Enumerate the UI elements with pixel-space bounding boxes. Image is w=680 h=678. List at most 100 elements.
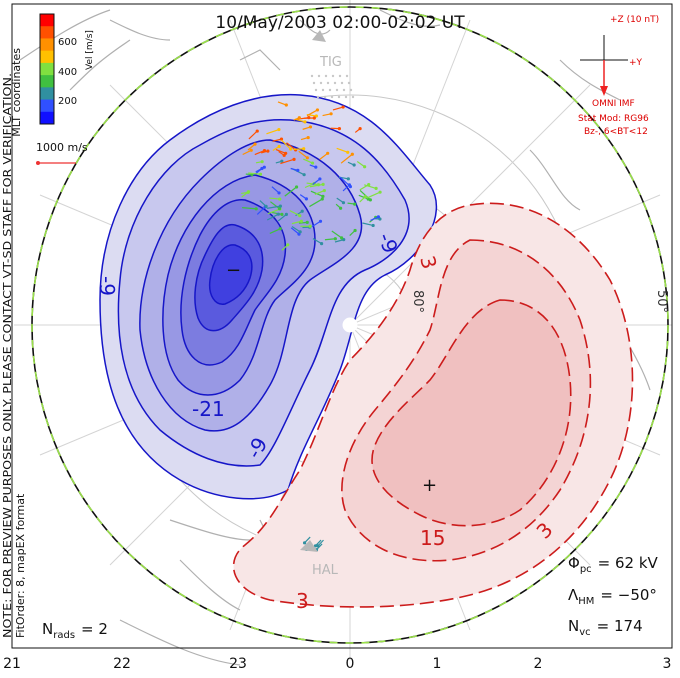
vector-origin <box>250 149 253 152</box>
contour-label-pos: 15 <box>420 526 445 550</box>
nvc-value: = 174 <box>597 617 643 635</box>
vector-origin <box>377 215 380 218</box>
range-gate-dot <box>332 75 334 77</box>
vector-origin <box>301 210 304 213</box>
vector-origin <box>264 205 267 208</box>
phi-subscript: pc <box>580 564 592 575</box>
vector-origin <box>296 169 299 172</box>
colorbar-cell <box>40 14 54 27</box>
vector-origin <box>277 128 280 131</box>
vector-origin <box>306 156 309 159</box>
range-gate-dot <box>327 82 329 84</box>
vector-origin <box>303 120 306 123</box>
vector-origin <box>359 127 362 130</box>
vector-origin <box>311 161 314 164</box>
colorbar-cell <box>40 63 54 76</box>
vector-origin <box>329 112 332 115</box>
nvc-symbol: N <box>568 617 579 635</box>
vector-origin <box>298 116 301 119</box>
vector-origin <box>286 243 289 246</box>
vector-origin <box>314 166 317 169</box>
mlt-tick: 23 <box>229 656 247 672</box>
range-gate-dot <box>311 75 313 77</box>
range-gate-dot <box>334 82 336 84</box>
mlt-tick: 3 <box>663 656 672 672</box>
vector-origin <box>289 147 292 150</box>
range-gate-dot <box>322 89 324 91</box>
vector-origin <box>317 183 320 186</box>
vector-origin <box>303 173 306 176</box>
vector-origin <box>313 116 316 119</box>
vector-origin <box>256 129 259 132</box>
colorbar-tick: 600 <box>58 37 77 48</box>
vector-origin <box>342 201 345 204</box>
colorbar-cell <box>40 112 54 125</box>
range-gate-dot <box>338 96 340 98</box>
vector-origin <box>302 147 305 150</box>
potential-min-marker: − <box>226 260 241 281</box>
range-gate-dot <box>320 82 322 84</box>
phi-value: = 62 kV <box>598 554 659 572</box>
colorbar-tick: 200 <box>58 96 77 107</box>
scale-vector-label: 1000 m/s <box>36 141 88 154</box>
mlt-tick: 1 <box>433 656 442 672</box>
vector-origin <box>326 152 329 155</box>
vector-origin <box>300 220 303 223</box>
vector-origin <box>279 205 282 208</box>
colorbar-cell <box>40 100 54 113</box>
vector-origin <box>284 152 287 155</box>
vector-origin <box>364 195 367 198</box>
vector-origin <box>353 229 356 232</box>
range-gate-dot <box>339 75 341 77</box>
range-gate-dot <box>329 89 331 91</box>
scale-vector-origin <box>36 161 40 165</box>
vector-origin <box>295 185 298 188</box>
velocity-colorbar <box>40 14 54 125</box>
vector-origin <box>353 202 356 205</box>
colorbar-cell <box>40 38 54 51</box>
vector-origin <box>340 236 343 239</box>
vector-origin <box>334 237 337 240</box>
vector-origin <box>259 173 262 176</box>
vector-origin <box>321 197 324 200</box>
contour-label-pos: 3 <box>296 589 309 613</box>
vector-origin <box>277 145 280 148</box>
nrads-value: = 2 <box>81 620 108 638</box>
vector-origin <box>338 127 341 130</box>
lat-label-80: 80° <box>410 290 425 313</box>
colorbar-tick: 400 <box>58 67 77 78</box>
vector-origin <box>260 167 263 170</box>
range-gate-dot <box>348 82 350 84</box>
vector-origin <box>322 183 325 186</box>
vector-origin <box>351 153 354 156</box>
range-gate-dot <box>324 96 326 98</box>
vector-origin <box>374 187 377 190</box>
vector-count: Nvc = 174 <box>568 617 643 638</box>
range-gate-dot <box>336 89 338 91</box>
imf-source: OMNI IMF <box>592 99 635 109</box>
vector-origin <box>285 213 288 216</box>
nvc-subscript: vc <box>579 627 590 638</box>
vector-origin <box>277 191 280 194</box>
imf-z-label: +Z (10 nT) <box>610 15 659 25</box>
colorbar-cell <box>40 51 54 64</box>
vector-origin <box>298 214 301 217</box>
potential-max-marker: + <box>422 475 437 496</box>
nrads-subscript: rads <box>53 630 75 641</box>
mlt-tick: 0 <box>346 656 355 672</box>
imf-condition: Bz-, 6<BT<12 <box>584 127 648 137</box>
vector-origin <box>253 143 256 146</box>
pole-marker <box>343 318 357 332</box>
contour-label-neg: -9 <box>95 276 119 296</box>
map-title: 10/May/2003 02:00-02:02 UT <box>215 13 465 33</box>
range-gate-dot <box>350 89 352 91</box>
vector-origin <box>309 225 312 228</box>
vector-origin <box>279 227 282 230</box>
lambda-value: = −50° <box>600 586 657 604</box>
range-gate-dot <box>345 96 347 98</box>
imf-model: Stat Mod: RG96 <box>578 114 649 124</box>
range-gate-dot <box>343 89 345 91</box>
range-gate-dot <box>315 89 317 91</box>
range-gate-dot <box>352 96 354 98</box>
